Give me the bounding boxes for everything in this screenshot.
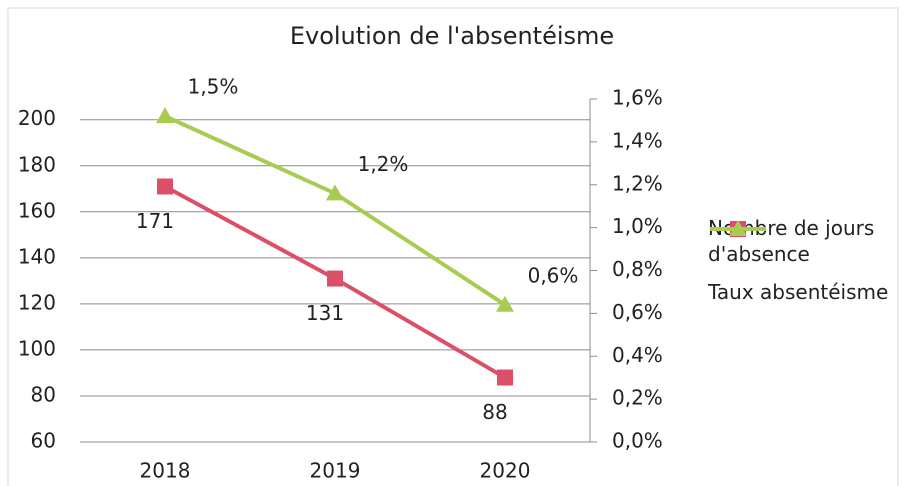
data-label: 1,2% (358, 152, 409, 176)
y2-tick-label: 0,6% (612, 300, 663, 324)
point (327, 270, 343, 287)
y2-tick-label: 0,4% (612, 343, 663, 367)
data-label: 88 (482, 400, 507, 424)
point (156, 107, 174, 124)
point (157, 178, 173, 195)
y2-tick-label: 0,2% (612, 386, 663, 410)
x-tick-label: 2018 (140, 459, 191, 483)
y-tick-label: 160 (18, 198, 56, 222)
point (326, 184, 344, 201)
y-tick-label: 140 (18, 244, 56, 268)
y2-tick-label: 1,6% (612, 86, 663, 110)
data-label: 0,6% (528, 263, 579, 287)
y-tick-label: 100 (18, 336, 56, 360)
data-label: 131 (306, 301, 344, 325)
y-tick-label: 80 (31, 382, 56, 406)
chart-title: Evolution de l'absentéisme (290, 22, 614, 50)
y-tick-label: 200 (18, 106, 56, 130)
point (497, 369, 513, 386)
y2-tick-label: 0,8% (612, 257, 663, 281)
y2-tick-label: 1,2% (612, 171, 663, 195)
y-tick-label: 180 (18, 152, 56, 176)
legend-marker (729, 220, 747, 236)
y-tick-label: 120 (18, 290, 56, 314)
y2-tick-label: 1,0% (612, 214, 663, 238)
y-tick-label: 60 (31, 429, 56, 453)
y2-tick-label: 1,4% (612, 128, 663, 152)
legend-entry: Taux absentéisme (708, 220, 903, 305)
data-label: 171 (136, 209, 174, 233)
legend: Nombre de jours d'absence Taux absentéism… (708, 215, 903, 317)
x-tick-label: 2019 (310, 459, 361, 483)
y2-tick-label: 0,0% (612, 429, 663, 453)
point (496, 295, 514, 312)
legend-label: Taux absentéisme (708, 280, 889, 304)
chart-border (7, 7, 899, 486)
data-label: 1,5% (188, 75, 239, 99)
x-tick-label: 2020 (480, 459, 531, 483)
legend-swatch (710, 220, 766, 236)
